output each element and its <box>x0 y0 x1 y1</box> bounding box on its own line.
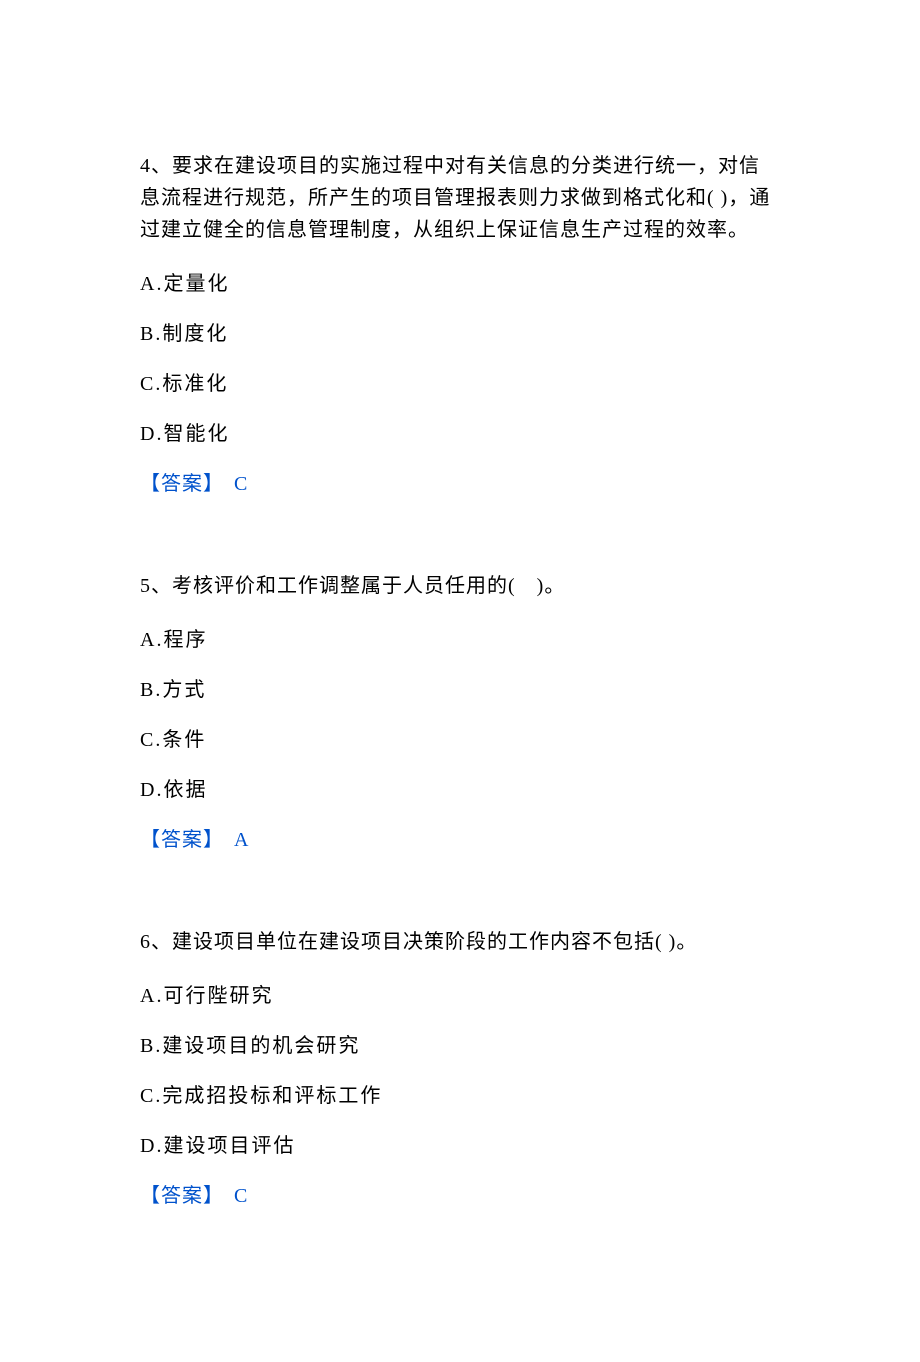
question-number: 5、 <box>140 575 172 597</box>
document-page: 4、要求在建设项目的实施过程中对有关信息的分类进行统一，对信息流程进行规范，所产… <box>0 0 920 1362</box>
option-b: B.制度化 <box>140 318 780 350</box>
answer-value: A <box>228 829 249 851</box>
answer-line: 【答案】 C <box>140 468 780 500</box>
option-b: B.方式 <box>140 674 780 706</box>
option-c: C.标准化 <box>140 368 780 400</box>
question-text: 4、要求在建设项目的实施过程中对有关信息的分类进行统一，对信息流程进行规范，所产… <box>140 150 780 246</box>
answer-value: C <box>228 473 248 495</box>
option-a: A.定量化 <box>140 268 780 300</box>
answer-label: 【答案】 <box>140 1185 224 1207</box>
question-block-5: 5、考核评价和工作调整属于人员任用的( )。 A.程序 B.方式 C.条件 D.… <box>140 570 780 856</box>
question-body: 建设项目单位在建设项目决策阶段的工作内容不包括( )。 <box>172 931 697 953</box>
option-d: D.建设项目评估 <box>140 1130 780 1162</box>
answer-line: 【答案】 C <box>140 1180 780 1212</box>
question-body: 考核评价和工作调整属于人员任用的( )。 <box>172 575 565 597</box>
question-text: 6、建设项目单位在建设项目决策阶段的工作内容不包括( )。 <box>140 926 780 958</box>
question-block-4: 4、要求在建设项目的实施过程中对有关信息的分类进行统一，对信息流程进行规范，所产… <box>140 150 780 500</box>
option-c: C.条件 <box>140 724 780 756</box>
option-d: D.智能化 <box>140 418 780 450</box>
option-d: D.依据 <box>140 774 780 806</box>
answer-label: 【答案】 <box>140 473 224 495</box>
answer-value: C <box>228 1185 248 1207</box>
answer-line: 【答案】 A <box>140 824 780 856</box>
option-c: C.完成招投标和评标工作 <box>140 1080 780 1112</box>
question-text: 5、考核评价和工作调整属于人员任用的( )。 <box>140 570 780 602</box>
option-a: A.程序 <box>140 624 780 656</box>
question-body: 要求在建设项目的实施过程中对有关信息的分类进行统一，对信息流程进行规范，所产生的… <box>140 155 770 241</box>
option-a: A.可行陛研究 <box>140 980 780 1012</box>
question-number: 4、 <box>140 155 172 177</box>
question-number: 6、 <box>140 931 172 953</box>
option-b: B.建设项目的机会研究 <box>140 1030 780 1062</box>
question-block-6: 6、建设项目单位在建设项目决策阶段的工作内容不包括( )。 A.可行陛研究 B.… <box>140 926 780 1212</box>
answer-label: 【答案】 <box>140 829 224 851</box>
